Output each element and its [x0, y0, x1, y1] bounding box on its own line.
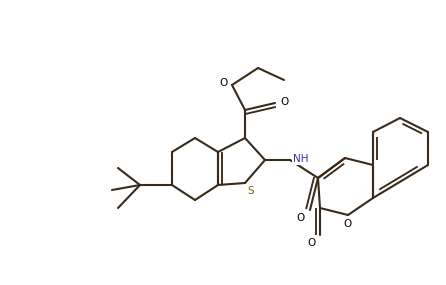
Text: O: O [280, 97, 288, 107]
Text: O: O [220, 78, 228, 88]
Text: O: O [308, 238, 316, 248]
Text: NH: NH [293, 154, 309, 164]
Text: O: O [297, 213, 305, 223]
Text: O: O [344, 219, 352, 229]
Text: S: S [247, 186, 254, 196]
